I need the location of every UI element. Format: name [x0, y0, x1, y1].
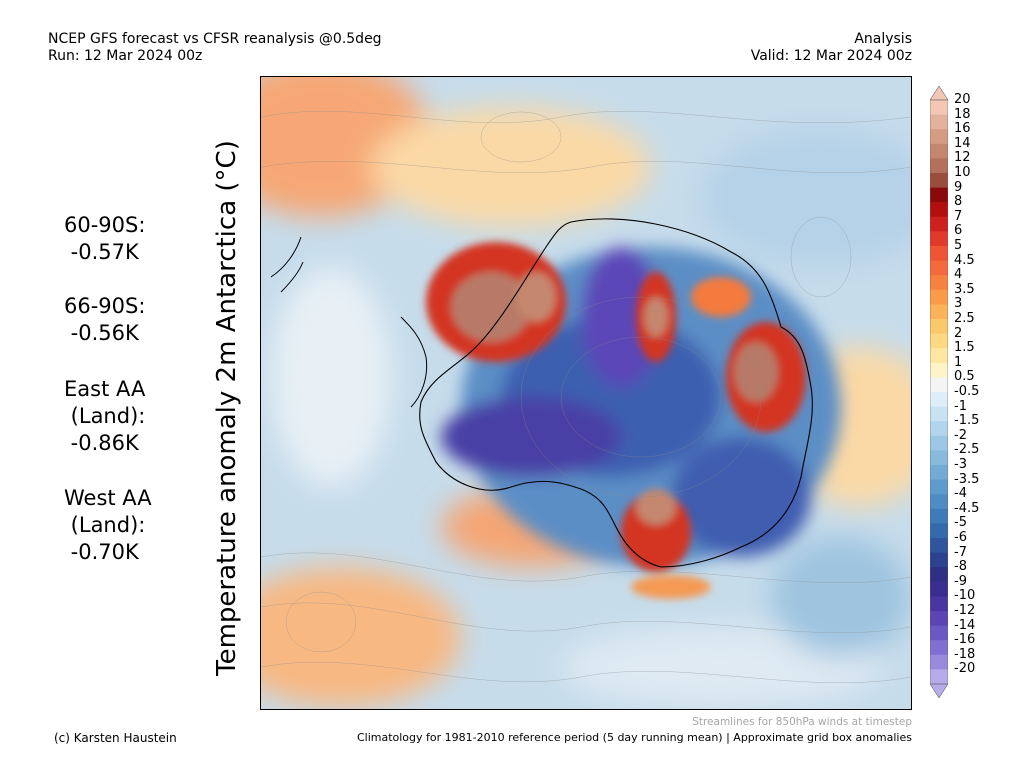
colorbar-tick-label: -1	[954, 398, 967, 414]
colorbar-tick-label: 10	[954, 165, 971, 180]
colorbar-tick-label: -7	[954, 544, 967, 560]
colorbar-swatch	[930, 523, 948, 539]
colorbar-tick-label: 4	[954, 267, 963, 283]
colorbar-tick-label: -4	[954, 486, 967, 502]
colorbar-tick-label: 12	[954, 150, 971, 166]
colorbar-tick-label: -5	[954, 515, 967, 531]
colorbar-tick-label: -9	[954, 573, 967, 589]
colorbar-swatch	[930, 187, 948, 203]
colorbar-tick-label: -4.5	[954, 500, 980, 516]
colorbar-tick-label: -6	[954, 530, 967, 545]
colorbar-tick-label: -2	[954, 427, 967, 443]
colorbar-min-arrow	[930, 683, 948, 698]
colorbar-max-arrow	[930, 86, 948, 101]
colorbar-swatch	[930, 377, 948, 393]
colorbar-swatch	[930, 100, 948, 116]
colorbar-swatch	[930, 494, 948, 510]
stat-66-90s: 66-90S: -0.56K	[64, 294, 146, 345]
colorbar-tick-label: 3	[954, 296, 963, 312]
colorbar-swatch	[930, 362, 948, 378]
colorbar-swatch	[930, 114, 948, 130]
y-axis-label: Temperature anomaly 2m Antarctica (°C)	[212, 140, 242, 676]
colorbar-swatch	[930, 216, 948, 232]
colorbar-tick-label: 1.5	[954, 340, 975, 356]
temperature-anomaly-map	[260, 76, 912, 710]
colorbar-swatch	[930, 202, 948, 218]
colorbar-swatch	[930, 289, 948, 305]
colorbar-swatch	[930, 158, 948, 174]
colorbar-tick-label: 2.5	[954, 311, 975, 326]
valid-time: Valid: 12 Mar 2024 00z	[750, 48, 912, 64]
colorbar-swatch	[930, 596, 948, 612]
colorbar-swatch	[930, 392, 948, 408]
colorbar-swatch	[930, 435, 948, 451]
streamline-note: Streamlines for 850hPa winds at timestep	[692, 716, 912, 728]
colorbar-tick-label: 3.5	[954, 281, 975, 297]
stat-60-90s: 60-90S: -0.57K	[64, 213, 146, 264]
colorbar-tick-label: -3	[954, 457, 967, 472]
colorbar-swatch	[930, 640, 948, 656]
colorbar-swatch	[930, 173, 948, 189]
colorbar-tick-label: 1	[954, 354, 963, 370]
colorbar-swatch	[930, 508, 948, 524]
colorbar-swatch	[930, 406, 948, 422]
colorbar-tick-label: 5	[954, 238, 963, 253]
colorbar-swatch	[930, 260, 948, 276]
colorbar	[930, 86, 948, 698]
colorbar-swatch	[930, 319, 948, 335]
colorbar-swatch	[930, 479, 948, 495]
analysis-label: Analysis	[854, 31, 912, 47]
colorbar-swatch	[930, 348, 948, 364]
stat-west-aa: West AA (Land): -0.70K	[64, 486, 152, 564]
colorbar-tick-label: -10	[954, 588, 976, 604]
colorbar-swatch	[930, 304, 948, 320]
climatology-note: Climatology for 1981-2010 reference peri…	[356, 731, 912, 744]
antarctica-map	[261, 77, 911, 709]
colorbar-tick-label: -16	[954, 632, 976, 648]
colorbar-tick-label: -14	[954, 617, 976, 633]
colorbar-tick-label: 4.5	[954, 252, 975, 268]
colorbar-tick-label: 6	[954, 223, 963, 239]
colorbar-swatch	[930, 450, 948, 466]
colorbar-swatch	[930, 421, 948, 437]
colorbar-tick-label: 2	[954, 325, 963, 341]
colorbar-swatch	[930, 465, 948, 481]
colorbar-tick-label: -3.5	[954, 471, 980, 487]
colorbar-swatch	[930, 625, 948, 641]
colorbar-swatch	[930, 611, 948, 627]
colorbar-swatch	[930, 231, 948, 247]
colorbar-swatch	[930, 275, 948, 291]
map-title: NCEP GFS forecast vs CFSR reanalysis @0.…	[48, 31, 382, 47]
colorbar-tick-label: -8	[954, 559, 967, 575]
colorbar-tick-label: -2.5	[954, 442, 980, 458]
colorbar-tick-label: 8	[954, 194, 963, 210]
colorbar-tick-label: 14	[954, 135, 971, 151]
colorbar-swatch	[930, 129, 948, 145]
colorbar-swatch	[930, 567, 948, 583]
colorbar-tick-label: 0.5	[954, 369, 975, 385]
colorbar-swatch	[930, 143, 948, 159]
stat-east-aa: East AA (Land): -0.86K	[64, 377, 146, 455]
colorbar-tick-label: 20	[954, 92, 971, 107]
colorbar-tick-label: -18	[954, 646, 976, 662]
colorbar-swatch	[930, 246, 948, 262]
colorbar-swatch	[930, 333, 948, 349]
colorbar-tick-label: 16	[954, 121, 971, 137]
colorbar-swatch	[930, 552, 948, 568]
colorbar-tick-label: -12	[954, 603, 976, 618]
colorbar-tick-label: -0.5	[954, 384, 980, 399]
colorbar-swatch	[930, 538, 948, 554]
colorbar-tick-label: 7	[954, 208, 963, 224]
run-time: Run: 12 Mar 2024 00z	[48, 48, 203, 64]
colorbar-tick-label: 9	[954, 179, 963, 195]
colorbar-tick-label: -1.5	[954, 413, 980, 429]
colorbar-tick-label: -20	[954, 661, 976, 677]
colorbar-swatch	[930, 581, 948, 597]
credit: (c) Karsten Haustein	[54, 731, 177, 745]
colorbar-swatch	[930, 669, 948, 685]
colorbar-swatch	[930, 654, 948, 670]
colorbar-tick-label: 18	[954, 106, 971, 122]
